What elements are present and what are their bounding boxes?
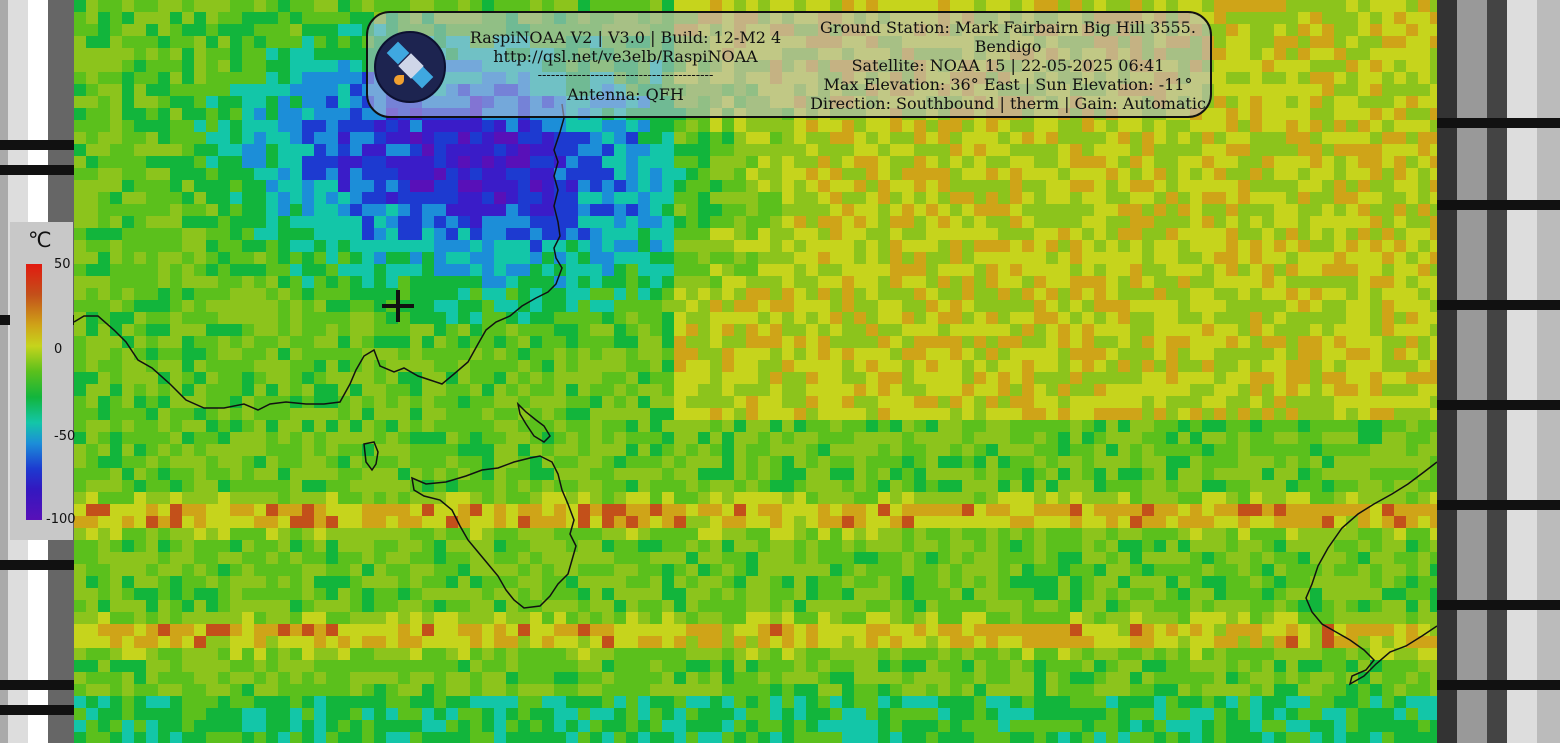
software-version: RaspiNOAA V2 | V3.0 | Build: 12-M2 4 bbox=[469, 28, 782, 47]
legend-unit: ℃ bbox=[28, 228, 52, 252]
ground-station-city: Bendigo bbox=[974, 37, 1042, 56]
island-flinders bbox=[516, 401, 551, 443]
elevation-info: Max Elevation: 36° East | Sun Elevation:… bbox=[823, 75, 1193, 94]
software-url: http://qsl.net/ve3elb/RaspiNOAA bbox=[493, 47, 758, 66]
mainland-coastline bbox=[74, 103, 565, 411]
legend-tick-minus-100: -100 bbox=[46, 512, 76, 527]
temperature-legend: ℃ 50 0 -50 -100 bbox=[10, 222, 76, 540]
island-king bbox=[363, 441, 379, 472]
legend-tick-50: 50 bbox=[54, 257, 71, 272]
software-info: RaspiNOAA V2 | V3.0 | Build: 12-M2 4 htt… bbox=[448, 28, 803, 104]
new-zealand-coastline bbox=[1305, 461, 1437, 686]
crosshair-icon bbox=[382, 290, 414, 322]
antenna-type: Antenna: QFH bbox=[567, 85, 684, 104]
right-telemetry-strip bbox=[1437, 0, 1560, 743]
direction-and-gain: Direction: Southbound | therm | Gain: Au… bbox=[810, 94, 1206, 113]
ground-station: Ground Station: Mark Fairbairn Big Hill … bbox=[820, 18, 1196, 37]
legend-tick-0: 0 bbox=[54, 342, 63, 357]
tasmania-coastline bbox=[411, 455, 577, 609]
divider-line: ---------------------------------------- bbox=[537, 68, 714, 83]
satellite-and-time: Satellite: NOAA 15 | 22-05-2025 06:41 bbox=[851, 56, 1165, 75]
coastline-overlay bbox=[74, 103, 1437, 686]
pass-info-panel: RaspiNOAA V2 | V3.0 | Build: 12-M2 4 htt… bbox=[366, 11, 1212, 118]
satellite-icon bbox=[374, 31, 446, 103]
legend-tick-minus-50: -50 bbox=[54, 429, 76, 444]
legend-color-bar bbox=[26, 264, 42, 520]
pass-details: Ground Station: Mark Fairbairn Big Hill … bbox=[806, 18, 1210, 113]
